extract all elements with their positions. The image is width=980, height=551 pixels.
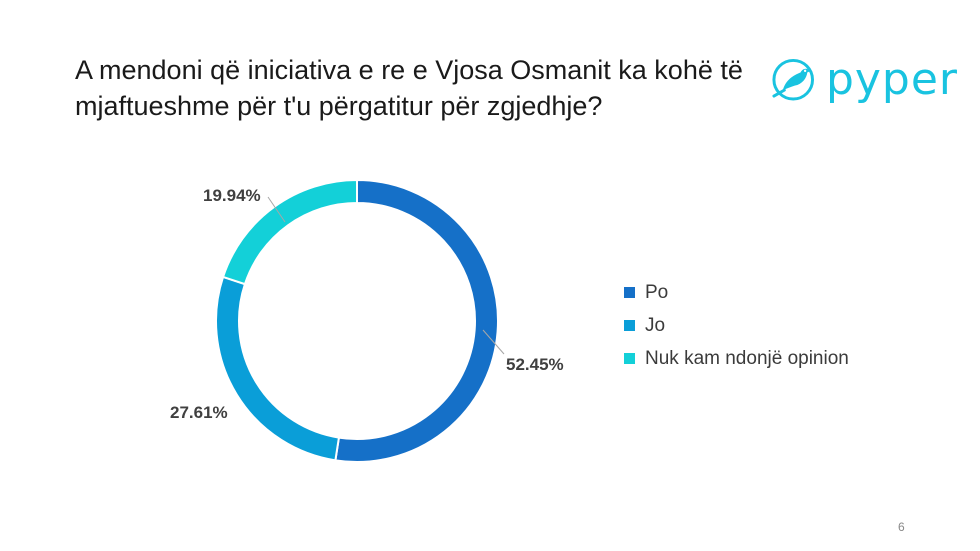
legend-swatch: [624, 353, 635, 364]
legend-label: Po: [645, 281, 669, 303]
legend-item: Po: [624, 276, 849, 309]
data-label: 19.94%: [203, 186, 261, 205]
legend-swatch: [624, 287, 635, 298]
donut-slice-nuk-kam-ndonj-opinion: [221, 178, 358, 286]
legend-item: Jo: [624, 309, 849, 342]
legend-item: Nuk kam ndonjë opinion: [624, 342, 849, 375]
leader-line: [482, 329, 505, 355]
pyper-logo: pyper: [768, 44, 958, 114]
donut-slice-po: [334, 178, 499, 463]
data-label: 52.45%: [506, 355, 564, 374]
page-number: 6: [898, 520, 905, 534]
bird-icon: [772, 58, 815, 101]
legend-swatch: [624, 320, 635, 331]
donut-slice-jo: [215, 275, 341, 462]
chart-title: A mendoni që iniciativa e re e Vjosa Osm…: [75, 55, 743, 121]
chart-legend: Po Jo Nuk kam ndonjë opinion: [624, 276, 849, 375]
legend-label: Jo: [645, 314, 666, 336]
legend-label: Nuk kam ndonjë opinion: [645, 347, 849, 369]
data-label: 27.61%: [170, 403, 228, 422]
logo-text: pyper: [825, 53, 958, 105]
leader-line: [267, 196, 286, 223]
